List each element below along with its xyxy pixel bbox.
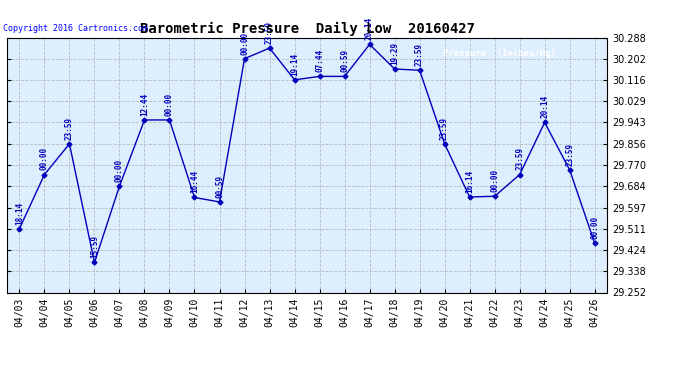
Text: 19:29: 19:29 [390,42,399,65]
Text: 20:14: 20:14 [540,95,549,118]
Text: 16:14: 16:14 [465,170,474,193]
Title: Barometric Pressure  Daily Low  20160427: Barometric Pressure Daily Low 20160427 [139,22,475,36]
Text: 23:59: 23:59 [565,142,574,166]
Text: 00:59: 00:59 [215,175,224,198]
Text: 15:59: 15:59 [90,235,99,258]
Text: 00:00: 00:00 [40,147,49,170]
Text: 12:44: 12:44 [140,93,149,116]
Text: 00:00: 00:00 [240,32,249,54]
Text: Copyright 2016 Cartronics.com: Copyright 2016 Cartronics.com [3,24,148,33]
Text: 23:59: 23:59 [415,43,424,66]
Text: 19:14: 19:14 [290,53,299,76]
Text: 23:59: 23:59 [65,117,74,140]
Text: 00:00: 00:00 [490,169,499,192]
Text: 23:59: 23:59 [265,21,274,44]
Text: 23:59: 23:59 [515,147,524,170]
Text: 18:14: 18:14 [15,201,24,225]
Text: 00:59: 00:59 [340,49,349,72]
Text: 16:44: 16:44 [190,170,199,194]
Text: 07:44: 07:44 [315,49,324,72]
Text: 00:00: 00:00 [115,159,124,182]
Text: 20:14: 20:14 [365,17,374,40]
Text: 00:00: 00:00 [590,216,599,239]
Text: 00:00: 00:00 [165,93,174,116]
Text: 23:59: 23:59 [440,117,449,140]
